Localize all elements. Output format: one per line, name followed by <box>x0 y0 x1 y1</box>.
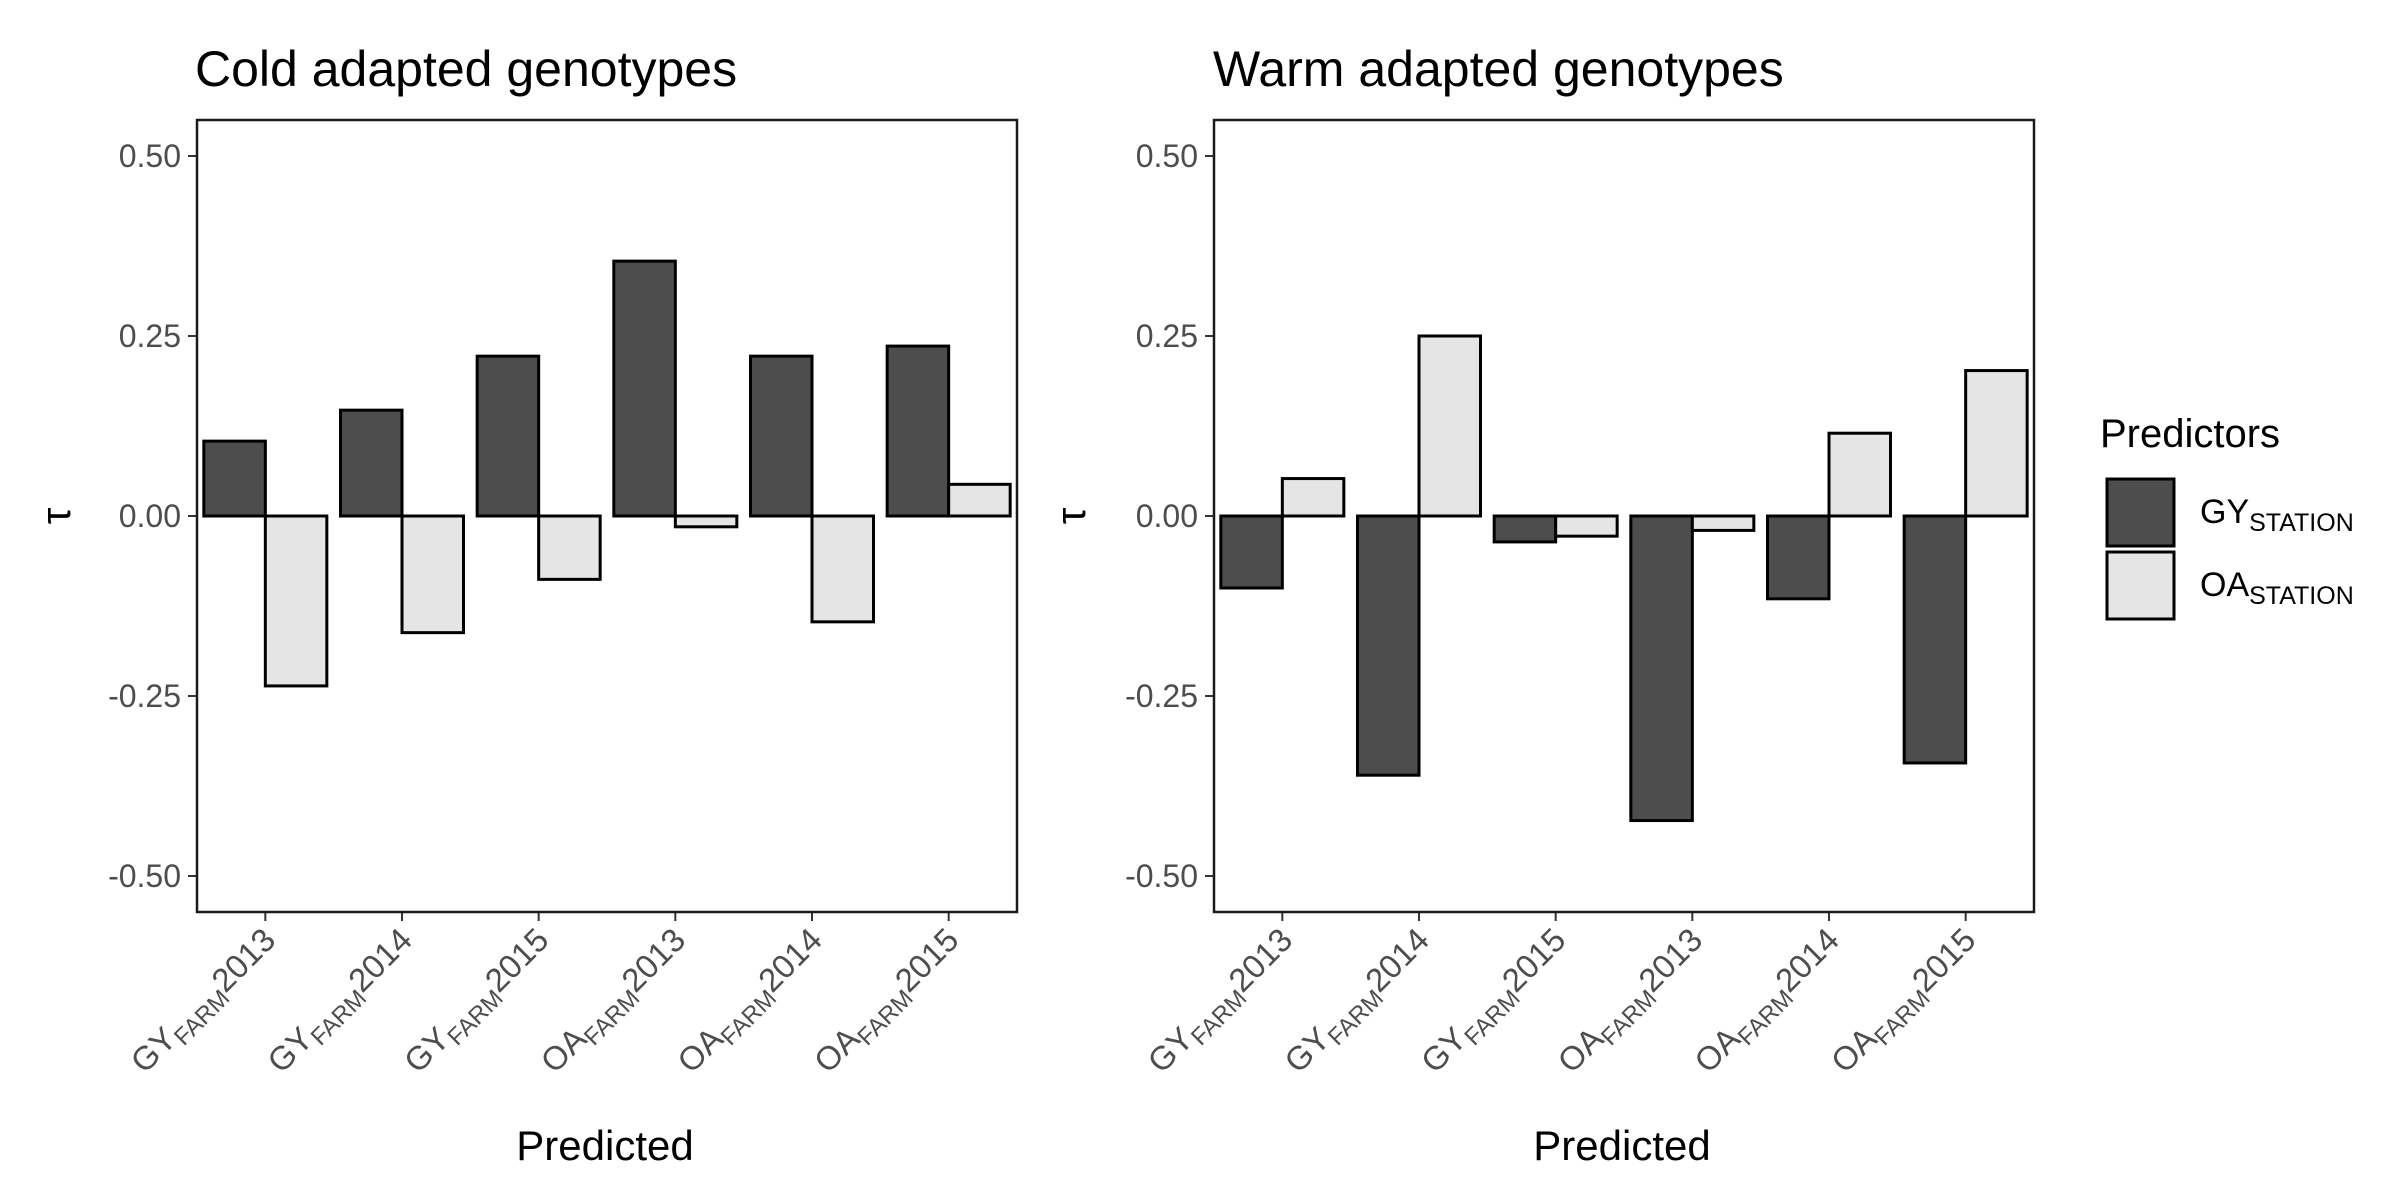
legend-key <box>2105 550 2176 621</box>
x-tick-label: GYFARM2015 <box>1414 921 1578 1085</box>
panel-warm-adapted: Warm adapted genotypes Predicted τ -0.50… <box>1047 41 2036 1169</box>
bar <box>1554 514 1619 538</box>
y-tick-label: -0.50 <box>108 858 181 894</box>
x-tick-label: GYFARM2014 <box>260 921 424 1085</box>
legend: Predictors GYSTATION OASTATION <box>2100 412 2354 621</box>
bar <box>673 514 739 529</box>
bar <box>612 259 677 518</box>
bar <box>1219 514 1284 590</box>
bar <box>1280 477 1346 518</box>
y-tick-label: 0.50 <box>119 138 181 174</box>
panel-border <box>195 118 1019 914</box>
bar <box>1690 514 1756 532</box>
y-tick-label: -0.25 <box>108 678 181 714</box>
legend-key <box>2105 477 2176 548</box>
bar <box>947 482 1012 518</box>
y-tick-label: 0.00 <box>1136 498 1198 534</box>
y-tick-label: 0.50 <box>1136 138 1198 174</box>
bar <box>885 344 951 518</box>
plot-panel <box>197 120 1017 912</box>
x-tick-label: OAFARM2015 <box>807 921 971 1085</box>
chart-title: Warm adapted genotypes <box>1213 41 1784 97</box>
bar <box>1629 514 1694 823</box>
bar <box>810 514 875 624</box>
x-tick-label: GYFARM2013 <box>123 921 287 1085</box>
legend-label: GYSTATION <box>2200 493 2354 537</box>
bar <box>749 354 814 518</box>
bar <box>475 354 541 518</box>
x-tick-label: GYFARM2014 <box>1277 921 1441 1085</box>
y-tick-label: 0.25 <box>119 318 181 354</box>
bar <box>537 514 602 581</box>
bar <box>1492 514 1558 544</box>
chart-title: Cold adapted genotypes <box>195 41 737 97</box>
bar <box>339 408 404 518</box>
bar <box>1356 514 1421 777</box>
plot-panel <box>1214 120 2034 912</box>
x-tick-label: OAFARM2014 <box>1687 921 1851 1085</box>
panel-cold-adapted: Cold adapted genotypes Predicted τ -0.50… <box>32 41 1019 1169</box>
x-axis-title: Predicted <box>1533 1122 1710 1169</box>
bar <box>202 439 267 518</box>
x-tick-label: OAFARM2013 <box>533 921 697 1085</box>
y-tick-label: -0.50 <box>1125 858 1198 894</box>
bar <box>1827 431 1892 518</box>
bar <box>400 514 465 635</box>
bar <box>1417 334 1482 518</box>
x-tick-label: GYFARM2015 <box>397 921 561 1085</box>
x-axis-title: Predicted <box>516 1122 693 1169</box>
x-tick-label: OAFARM2013 <box>1550 921 1714 1085</box>
y-tick-label: -0.25 <box>1125 678 1198 714</box>
bar <box>1964 369 2029 518</box>
y-tick-label: 0.00 <box>119 498 181 534</box>
y-axis-title: τ <box>32 507 79 524</box>
bar <box>263 514 329 688</box>
y-tick-label: 0.25 <box>1136 318 1198 354</box>
legend-title: Predictors <box>2100 412 2280 456</box>
x-tick-label: OAFARM2015 <box>1824 921 1988 1085</box>
legend-label: OASTATION <box>2200 566 2354 610</box>
x-tick-label: GYFARM2013 <box>1140 921 1304 1085</box>
y-axis-title: τ <box>1047 507 1094 524</box>
bar <box>1902 514 1968 765</box>
bar <box>1766 514 1831 601</box>
panel-border <box>1212 118 2036 914</box>
x-tick-label: OAFARM2014 <box>670 921 834 1085</box>
